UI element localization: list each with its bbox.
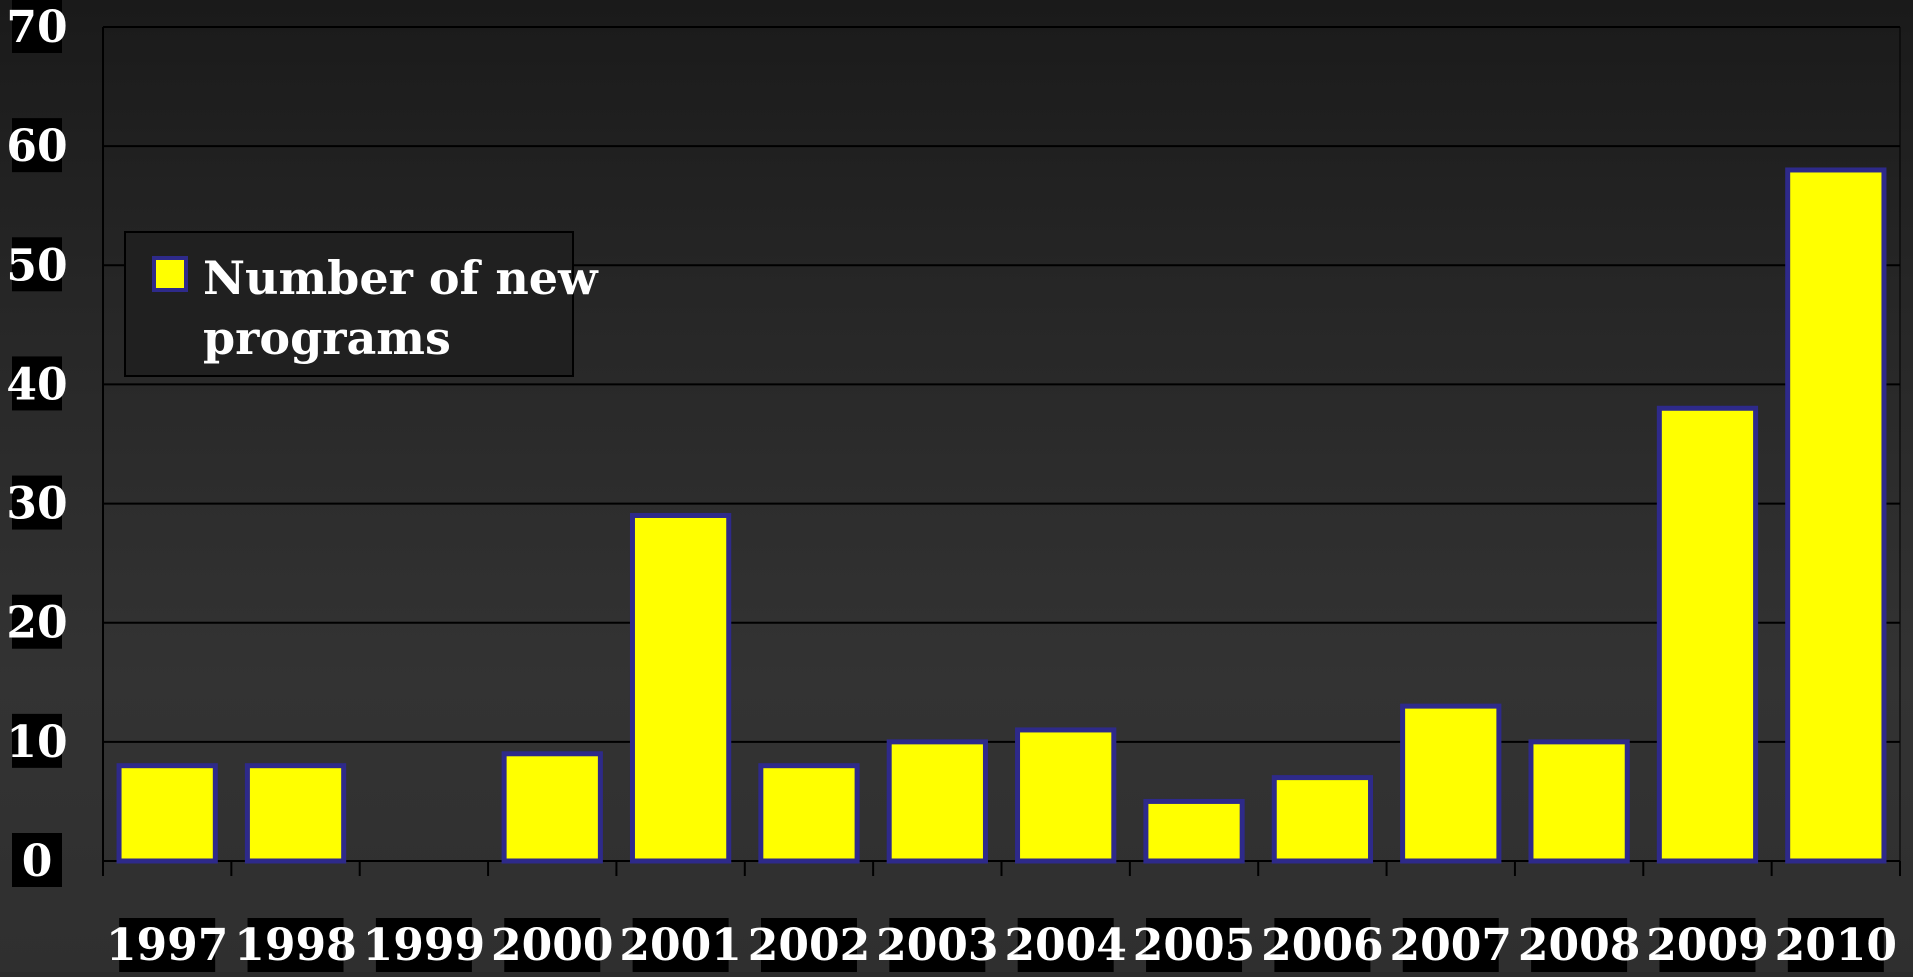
- y-tick-label: 40: [6, 359, 67, 410]
- x-tick-label-bg: [1274, 918, 1371, 972]
- x-tick-label: 1997: [106, 920, 228, 971]
- x-tick-label-bg: [760, 918, 857, 972]
- x-tick-label-bg: [632, 918, 729, 972]
- x-tick-label: 2001: [619, 920, 741, 971]
- y-tick-label: 60: [6, 121, 67, 172]
- bar-2004: [1015, 727, 1117, 864]
- legend-label-line-1: Number of new: [203, 251, 599, 305]
- bar-1998: [244, 763, 347, 864]
- x-tick-label: 1998: [234, 920, 356, 971]
- x-tick-label-bg: [1402, 918, 1499, 972]
- x-tick-label: 2010: [1775, 920, 1897, 971]
- y-tick-label-bg: [12, 833, 62, 887]
- y-tick-label-bg: [12, 0, 62, 53]
- bar-1997: [116, 763, 218, 864]
- x-tick-label: 2005: [1133, 920, 1255, 971]
- y-tick-label-bg: [12, 356, 62, 411]
- x-tick-label-bg: [889, 918, 986, 972]
- bar-2001: [629, 512, 732, 864]
- y-tick-label: 30: [6, 479, 67, 530]
- x-tick-label-bg: [247, 918, 344, 972]
- x-axis-ticks: 1997 1998 1999 2000 2001 2002 2003 2004 2005 2006…: [106, 918, 1897, 972]
- x-tick-label: 2009: [1646, 920, 1768, 971]
- x-tick-label-bg: [1531, 918, 1628, 972]
- bar-2008: [1528, 739, 1630, 864]
- grid-lines: [102, 26, 1901, 876]
- y-axis-ticks: 0 10 20 30 40 50 60 70: [6, 0, 68, 887]
- x-tick-label: 2003: [876, 920, 998, 971]
- y-tick-label: 70: [6, 2, 67, 53]
- x-tick-label-bg: [119, 918, 216, 972]
- bar-2006: [1271, 775, 1374, 864]
- bar-2007: [1400, 703, 1502, 864]
- y-tick-label: 0: [22, 836, 53, 887]
- y-tick-label: 50: [6, 240, 67, 291]
- x-tick-label: 2008: [1518, 920, 1640, 971]
- legend-box: [124, 231, 574, 377]
- x-tick-label: 1999: [363, 920, 485, 971]
- bar-2010: [1785, 167, 1887, 864]
- y-tick-label: 10: [6, 717, 67, 768]
- legend-swatch: [152, 256, 188, 292]
- x-tick-label: 2000: [491, 920, 613, 971]
- x-tick-label: 2004: [1004, 920, 1126, 971]
- bar-2009: [1656, 405, 1759, 864]
- x-tick-label: 2002: [748, 920, 870, 971]
- x-tick-label-bg: [375, 918, 472, 972]
- x-tick-label-bg: [1659, 918, 1756, 972]
- x-tick-label-bg: [504, 918, 601, 972]
- x-tick-label-bg: [1146, 918, 1243, 972]
- bar-2002: [758, 763, 860, 864]
- x-tick-label-bg: [1017, 918, 1114, 972]
- bars: [116, 167, 1887, 864]
- y-tick-label-bg: [12, 118, 62, 173]
- x-tick-label: 2006: [1261, 920, 1383, 971]
- bar-2003: [886, 739, 988, 864]
- x-tick-label-bg: [1787, 918, 1884, 972]
- y-tick-label-bg: [12, 713, 62, 768]
- y-tick-label-bg: [12, 594, 62, 649]
- x-tick-label: 2007: [1390, 920, 1512, 971]
- y-tick-label: 20: [6, 598, 67, 649]
- bar-2000: [501, 751, 603, 864]
- legend-label-line-2: programs: [203, 311, 451, 365]
- bar-2005: [1143, 798, 1245, 864]
- y-tick-label-bg: [12, 475, 62, 530]
- legend: Number of new programs: [124, 231, 599, 377]
- y-tick-label-bg: [12, 237, 62, 292]
